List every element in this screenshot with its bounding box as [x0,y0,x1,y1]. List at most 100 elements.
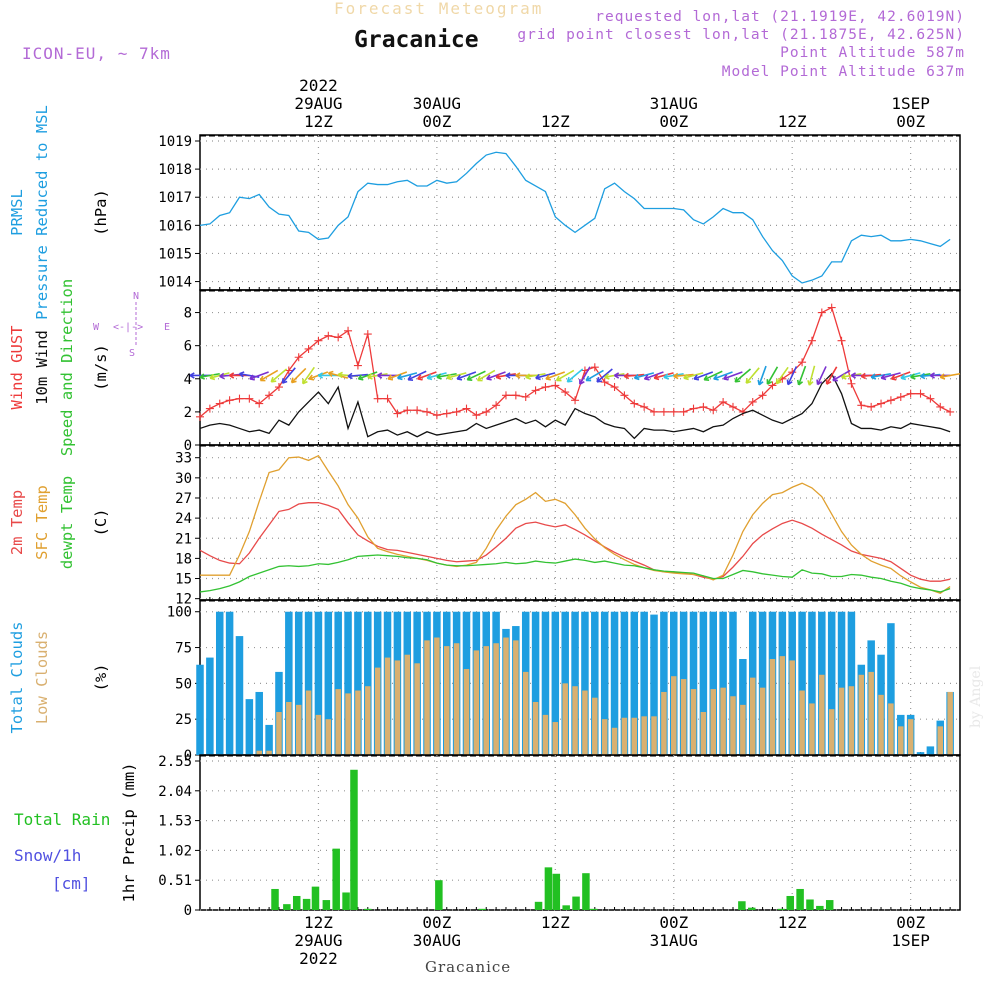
wind-arrow [871,372,892,378]
top-tick-label: 30AUG [413,94,461,113]
bar-total-clouds [847,611,856,755]
bar-low-clouds [522,671,529,755]
wind-arrow-head [566,376,573,383]
bottom-tick-label: 00Z [896,913,925,932]
bar-total-clouds [551,611,560,755]
wind-arrow [486,371,506,380]
bar-low-clouds [779,656,786,755]
ytick-label: 21 [175,531,192,547]
gust-point [314,336,323,345]
bar-total-clouds [758,611,767,755]
wind-arrow [766,366,779,385]
gust-point [393,409,402,418]
wind-arrow-head [476,375,483,382]
wind-arrow [816,366,827,385]
bar-total-clouds [689,611,698,755]
gust-point [906,389,915,398]
ytick-label: 33 [175,451,192,467]
bar-total-rain [786,895,794,910]
gust-point [571,396,580,405]
bar-low-clouds [671,676,677,755]
wind-arrow-head [644,374,650,381]
bar-low-clouds [424,640,430,755]
gust-point [719,397,728,406]
bar-low-clouds [898,726,904,755]
gust-point [669,407,678,416]
gust-point [521,392,530,401]
gust-point [383,394,392,403]
bottom-tick-label: 1SEP [891,931,930,950]
panel-label: Low Clouds [33,631,51,724]
top-tick-label: 12Z [541,112,570,131]
wind-arrow-head [525,373,531,380]
gust-point [373,394,382,403]
gust-point [768,381,777,390]
wind-arrow-head [308,374,315,381]
wind-arrow [387,371,408,380]
panel-label: Total Clouds [8,622,26,734]
panel-unit: (m/s) [92,344,110,391]
author-signature: by Angel [968,665,984,728]
bar-total-rain [590,908,598,910]
bar-total-rain [747,907,756,910]
bar-low-clouds [552,722,559,755]
gust-point [600,378,609,387]
panel-label: 10m Wind [33,330,51,405]
series-line-dewpt-temp [199,554,951,593]
bar-total-clouds [630,611,639,755]
bar-total-clouds [827,611,836,755]
ytick-label: 0 [184,903,192,919]
wind-arrow-head [426,373,433,381]
gust-point [798,358,807,367]
ytick-label: 0.51 [158,873,192,889]
wind-arrow [703,370,723,381]
bar-total-clouds [304,611,313,755]
gust-point [837,336,846,345]
faint-title: Forecast Meteogram [334,0,544,18]
gust-point [590,363,599,372]
wind-arrow [417,371,437,380]
bar-low-clouds [828,709,835,755]
panel-label: Pressure Reduced to MSL [33,105,51,320]
top-tick-label: 2022 [299,76,338,95]
bar-low-clouds [315,714,322,755]
bottom-tick-label: 29AUG [294,931,342,950]
wind-arrow-head [919,372,926,380]
wind-arrow-head [259,375,266,382]
bar-total-rain [322,900,331,910]
gust-point [265,391,274,400]
bar-total-clouds [660,611,668,755]
top-tick-label: 00Z [896,112,925,131]
panel-label: Total Rain [14,810,110,829]
wind-arrow [693,371,714,380]
gust-point [442,409,451,418]
panel-label: 2m Temp [8,490,26,555]
wind-arrow-head [302,378,308,385]
bar-total-clouds [531,611,540,755]
top-tick-label: 1SEP [891,94,930,113]
panels: 1014 1015 1016 1017 1018 1019 PRMSL Pressure Re… [8,105,961,919]
bar-total-clouds [206,657,214,755]
gust-point [492,401,501,410]
gust-point [413,406,422,415]
wind-arrow [477,369,496,382]
wind-arrow [535,372,556,379]
panel-label: [cm] [52,874,91,893]
wind-arrow [347,373,368,378]
wind-arrow [545,371,565,380]
wind-arrow-head [387,374,394,381]
wind-arrow-head [555,375,562,382]
compass-w: W [93,322,100,333]
wind-arrow-head [209,373,216,381]
panel-label: PRMSL [8,189,26,236]
bar-total-rain [283,904,291,910]
bar-low-clouds [700,712,707,755]
bar-low-clouds [888,703,894,755]
gust-point [462,404,471,413]
bar-total-rain [534,901,543,910]
gust-point [679,407,688,416]
wind-arrow-head [377,372,383,379]
bar-low-clouds [532,701,539,755]
gust-point [294,353,303,362]
